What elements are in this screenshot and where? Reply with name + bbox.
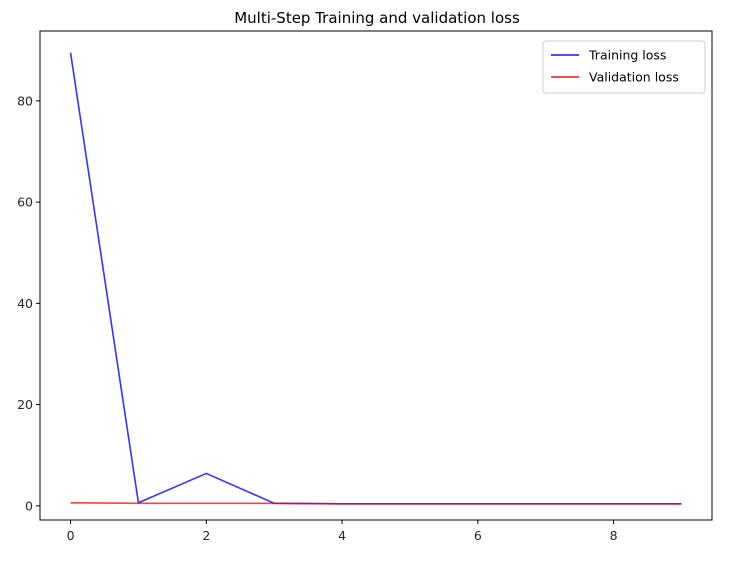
plot-frame — [39, 30, 713, 521]
series-line-validation-loss — [70, 501, 682, 505]
series-line-training-loss — [69, 52, 682, 505]
y-tick-label: 40 — [17, 296, 33, 311]
y-tick-label: 60 — [17, 195, 33, 210]
chart-title: Multi-Step Training and validation loss — [234, 9, 520, 27]
legend: Training loss Validation loss — [542, 40, 706, 94]
y-tick-label: 0 — [25, 498, 33, 513]
legend-label: Validation loss — [589, 70, 679, 85]
x-axis: 0 2 4 6 8 — [67, 520, 618, 543]
legend-label: Training loss — [588, 48, 666, 63]
x-tick-label: 2 — [202, 528, 210, 543]
x-tick-label: 8 — [610, 528, 618, 543]
y-axis: 0 20 40 60 80 — [17, 93, 40, 513]
plot-lines — [69, 52, 682, 505]
y-tick-label: 80 — [17, 93, 33, 108]
x-tick-label: 0 — [67, 528, 75, 543]
x-tick-label: 4 — [338, 528, 346, 543]
x-tick-label: 6 — [474, 528, 482, 543]
y-tick-label: 20 — [17, 397, 33, 412]
legend-box — [542, 40, 706, 94]
